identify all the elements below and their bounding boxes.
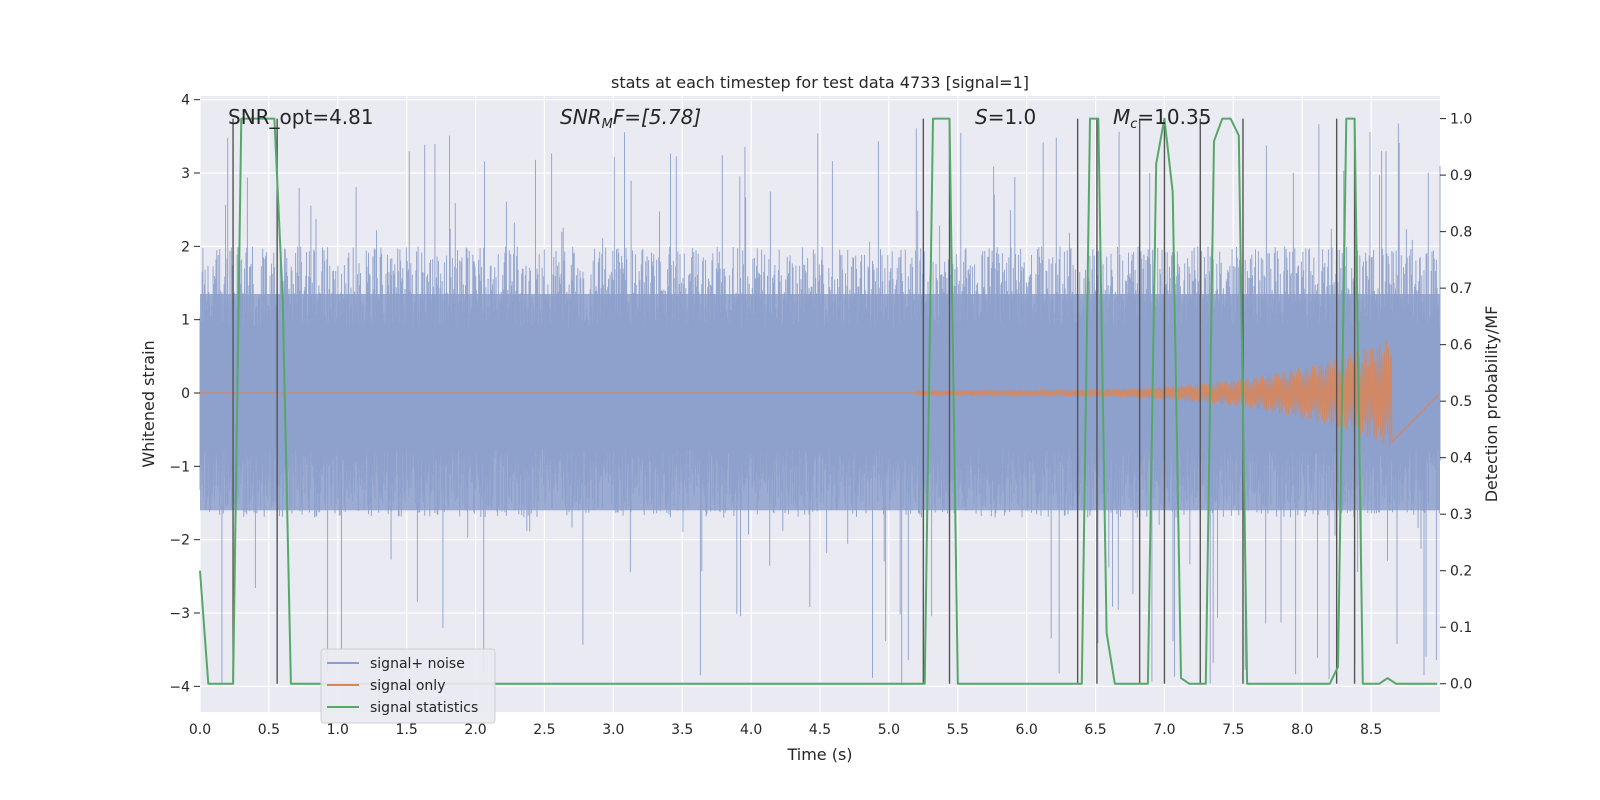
annotation-snr-mf: SNRMF=[5.78] [560,105,701,132]
y-right-tick-label-9: 0.1 [1450,620,1472,636]
y-right-tick-label-3: 0.7 [1450,281,1472,297]
annotation-snr-mf-value: F=[5.78] [613,105,701,129]
y-left-tick-label-5: −1 [169,459,190,475]
x-tick-label-17: 8.5 [1360,722,1382,738]
x-tick-label-15: 7.5 [1222,722,1244,738]
signal-statistics-line [199,117,1438,685]
signal-noise-series [199,123,1441,686]
signal-statistics-series [199,117,1438,685]
annotation-s-symbol: S [975,105,988,129]
x-tick-label-2: 1.0 [327,722,349,738]
y-left-tick-label-7: −3 [169,606,190,622]
signal-only-line [200,340,1441,447]
x-tick-label-9: 4.5 [809,722,831,738]
x-tick-label-1: 0.5 [258,722,280,738]
annotation-mc-symbol: M [1113,105,1130,129]
y-right-axis-label: Detection probability/MF [1482,306,1501,503]
annotation-s-value: =1.0 [988,105,1037,129]
x-tick-label-14: 7.0 [1153,722,1175,738]
y-left-tick-label-1: 3 [181,166,190,182]
x-tick-label-16: 8.0 [1291,722,1313,738]
legend-label-signal-noise: signal+ noise [370,656,465,672]
y-right-tick-label-2: 0.8 [1450,225,1472,241]
y-right-tick-label-5: 0.5 [1450,394,1472,410]
x-tick-label-7: 3.5 [671,722,693,738]
x-tick-label-6: 3.0 [602,722,624,738]
y-left-axis-label: Whitened strain [139,340,158,467]
x-tick-label-10: 5.0 [878,722,900,738]
annotation-mc-subscript: c [1130,117,1137,132]
legend-label-signal-statistics: signal statistics [370,700,478,716]
y-left-tick-label-3: 1 [181,313,190,329]
legend-label-signal-only: signal only [370,678,445,694]
y-right-axis-ticks: 1.0 0.9 0.8 0.7 0.6 0.5 0.4 0.3 0.2 0.1 0.0 [1440,112,1472,693]
y-right-tick-label-6: 0.4 [1450,451,1472,467]
vertical-lines [232,118,1356,684]
x-tick-label-8: 4.0 [740,722,762,738]
y-right-tick-label-10: 0.0 [1450,677,1472,693]
signal-only-series [200,340,1441,447]
y-right-tick-label-4: 0.6 [1450,338,1472,354]
x-tick-label-5: 2.5 [533,722,555,738]
annotation-mc-value: =10.35 [1137,105,1211,129]
legend: signal+ noise signal only signal statist… [320,648,496,724]
x-axis-label: Time (s) [786,745,852,764]
legend-box [320,648,496,724]
chart-title: stats at each timestep for test data 473… [611,73,1029,92]
y-right-tick-label-1: 0.9 [1450,168,1472,184]
y-right-tick-label-8: 0.2 [1450,564,1472,580]
y-right-tick-label-7: 0.3 [1450,507,1472,523]
x-tick-label-4: 2.0 [464,722,486,738]
annotation-s: S=1.0 [975,105,1036,129]
y-left-axis-ticks: 4 3 2 1 0 −1 −2 −3 −4 [169,93,200,695]
y-left-tick-label-4: 0 [181,386,190,402]
annotation-snr-mf-subscript: M [602,117,613,132]
annotation-snr-opt: SNR_opt=4.81 [228,105,374,129]
y-right-tick-label-0: 1.0 [1450,112,1472,128]
y-left-tick-label-8: −4 [169,679,190,695]
annotation-mc: Mc=10.35 [1113,105,1211,132]
x-tick-label-12: 6.0 [1016,722,1038,738]
x-tick-label-13: 6.5 [1084,722,1106,738]
x-tick-label-11: 5.5 [947,722,969,738]
y-left-tick-label-6: −2 [169,533,190,549]
annotation-snr-mf-symbol: SNR [560,105,602,129]
x-axis-ticks: 0.0 0.5 1.0 1.5 2.0 2.5 3.0 3.5 4.0 4.5 5.0 5.5 6.0 6… [189,722,1382,738]
x-tick-label-3: 1.5 [396,722,418,738]
y-left-tick-label-0: 4 [181,93,190,109]
x-tick-label-0: 0.0 [189,722,211,738]
y-left-tick-label-2: 2 [181,239,190,255]
